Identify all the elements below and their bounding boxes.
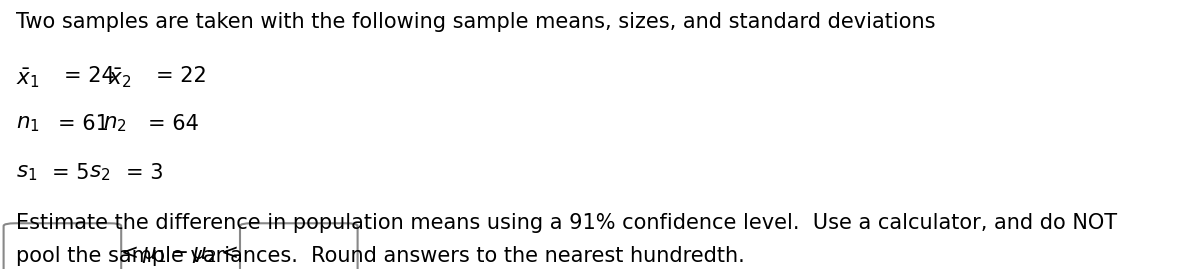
Text: $< \mu_1 - \mu_2 <$: $< \mu_1 - \mu_2 <$ [116,244,239,265]
Text: = 24: = 24 [64,66,114,86]
Text: $n_2$: $n_2$ [103,114,127,134]
Text: Estimate the difference in population means using a 91% confidence level.  Use a: Estimate the difference in population me… [16,213,1117,232]
Text: = 5: = 5 [52,163,89,183]
Text: $\bar{x}_2$: $\bar{x}_2$ [108,66,132,90]
Text: pool the sample variances.  Round answers to the nearest hundredth.: pool the sample variances. Round answers… [16,246,744,266]
Text: $n_1$: $n_1$ [16,114,40,134]
Text: = 61: = 61 [58,114,108,134]
Text: $s_2$: $s_2$ [89,163,110,183]
Text: $s_1$: $s_1$ [16,163,37,183]
Text: = 3: = 3 [126,163,163,183]
Text: = 64: = 64 [148,114,198,134]
Text: Two samples are taken with the following sample means, sizes, and standard devia: Two samples are taken with the following… [16,12,935,32]
Text: $\bar{x}_1$: $\bar{x}_1$ [16,66,40,90]
Text: = 22: = 22 [156,66,206,86]
